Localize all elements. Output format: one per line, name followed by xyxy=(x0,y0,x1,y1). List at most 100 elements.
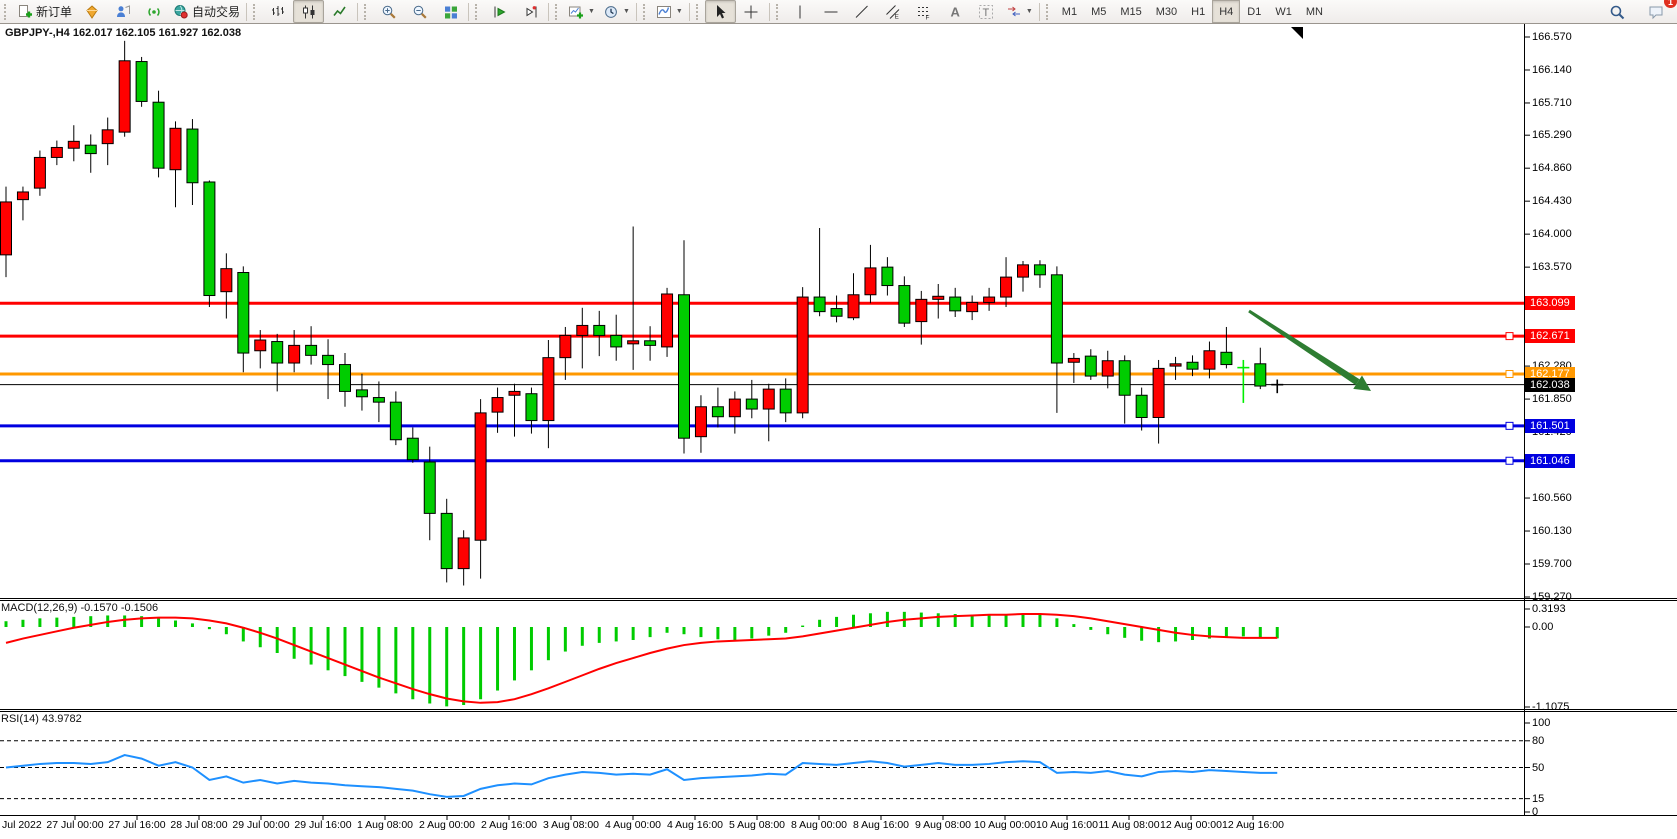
candle-body xyxy=(1169,363,1182,367)
dropdown-arrow-icon[interactable]: ▼ xyxy=(675,8,683,15)
notifications-button[interactable]: 1 xyxy=(1640,0,1677,23)
rsi-tick-label: 80 xyxy=(1532,734,1545,747)
signals-button[interactable] xyxy=(138,0,169,23)
candle-body xyxy=(1135,394,1148,418)
dropdown-arrow-icon[interactable]: ▼ xyxy=(588,8,595,15)
doc-plus-icon xyxy=(17,4,33,20)
candle-body xyxy=(983,296,996,303)
timeframe-h1-button[interactable]: H1 xyxy=(1191,5,1206,18)
candlestick-mode-button[interactable] xyxy=(293,0,325,23)
svg-text:E: E xyxy=(895,13,900,20)
time-tick-label: 3 Aug 08:00 xyxy=(542,819,600,831)
cursor-button[interactable] xyxy=(704,0,736,23)
time-tick-label: 8 Aug 16:00 xyxy=(852,819,910,831)
candle-body xyxy=(1050,274,1063,364)
price-tick-label: 166.140 xyxy=(1532,63,1572,76)
hline-handle[interactable] xyxy=(1505,332,1514,341)
rsi-tick-label: 100 xyxy=(1532,717,1551,729)
candle-body xyxy=(1067,357,1080,363)
time-tick-label: 12 Aug 00:00 xyxy=(1160,819,1222,831)
search-button[interactable] xyxy=(1601,0,1632,23)
time-tick-label: Jul 2022 xyxy=(2,819,42,831)
time-tick-label: 10 Aug 00:00 xyxy=(974,819,1036,831)
timeframe-d1-button[interactable]: D1 xyxy=(1247,5,1262,18)
time-tick-label: 2 Aug 00:00 xyxy=(418,819,476,831)
timeframe-m30-button[interactable]: M30 xyxy=(1155,5,1178,18)
bars-chart-icon xyxy=(270,4,286,20)
bar-chart-mode-button[interactable] xyxy=(262,0,293,23)
price-tick-label: 165.710 xyxy=(1532,96,1572,109)
hline-handle[interactable] xyxy=(1505,369,1514,378)
auto-scroll-button[interactable] xyxy=(484,0,515,23)
timeframe-m15-button[interactable]: M15 xyxy=(1120,5,1142,18)
candle-body xyxy=(813,296,826,313)
arrows-button[interactable]: ▼ xyxy=(1002,0,1037,23)
dropdown-arrow-icon[interactable]: ▼ xyxy=(622,8,630,15)
zoom-out-icon xyxy=(412,4,428,20)
toolbar-separator xyxy=(468,2,470,21)
timeframe-mn-button[interactable]: MN xyxy=(1305,5,1323,18)
toolbar-group-grip xyxy=(4,3,10,20)
price-axis[interactable]: 166.570 166.140 165.710 165.290 164.860 164.4… xyxy=(1524,23,1677,818)
time-tick-label: 1 Aug 08:00 xyxy=(356,819,414,831)
tile-windows-button[interactable] xyxy=(435,0,466,23)
candle-body xyxy=(559,334,572,359)
toolbar: 新订单 自动交易 ▼ ▼ ▼ E F A T ▼ M1 M5 M15 M30 H1 H4 D1 W1 MN 1 xyxy=(0,0,1677,24)
trendline-icon xyxy=(854,4,870,20)
trend-arrow-head[interactable] xyxy=(1353,375,1371,391)
time-tick-label: 4 Aug 16:00 xyxy=(666,819,724,831)
crosshair-button[interactable] xyxy=(736,0,767,23)
candle-body xyxy=(355,389,368,398)
price-tick-label: 159.700 xyxy=(1532,558,1572,570)
candle-body xyxy=(50,146,63,158)
auto-trading-button[interactable]: 自动交易 xyxy=(169,0,244,23)
price-badge-162.177: 162.177 xyxy=(1525,366,1575,381)
timeframe-h4-button[interactable]: H4 xyxy=(1212,0,1241,23)
candle-body xyxy=(1101,360,1114,377)
dropdown-arrow-icon[interactable]: ▼ xyxy=(1025,8,1033,15)
zoom-out-button[interactable] xyxy=(404,0,435,23)
line-chart-mode-button[interactable] xyxy=(324,0,355,23)
candle-body xyxy=(186,128,199,184)
toolbar-group-grip xyxy=(253,3,259,20)
candle-body xyxy=(644,340,657,346)
hline-handle[interactable] xyxy=(1505,421,1514,430)
fibonacci-button[interactable]: F xyxy=(909,0,940,23)
candle-body xyxy=(406,437,419,461)
zoom-in-button[interactable] xyxy=(373,0,404,23)
price-tick-label: 164.430 xyxy=(1532,195,1572,208)
new-chart-button[interactable]: ▼ xyxy=(564,0,599,23)
candle-body xyxy=(898,285,911,324)
text-button[interactable]: A xyxy=(940,0,971,23)
indicator-list-button[interactable]: ▼ xyxy=(652,0,687,23)
history-center-button[interactable] xyxy=(76,0,107,23)
new-order-button[interactable]: 新订单 xyxy=(13,0,76,23)
svg-text:T: T xyxy=(983,7,990,19)
new-order-label: 新订单 xyxy=(36,5,73,19)
channel-icon: E xyxy=(885,4,901,20)
vertical-line-button[interactable] xyxy=(785,0,816,23)
toolbar-separator xyxy=(548,2,550,21)
equidistant-channel-button[interactable]: E xyxy=(878,0,909,23)
terminal-button[interactable] xyxy=(107,0,138,23)
time-tick-label: 12 Aug 16:00 xyxy=(1222,819,1284,831)
horizontal-line-button[interactable] xyxy=(816,0,847,23)
price-badge-161.046: 161.046 xyxy=(1525,453,1575,468)
trend-arrow-annotation[interactable] xyxy=(1248,309,1360,386)
timeframe-w1-button[interactable]: W1 xyxy=(1275,5,1292,18)
chart-shift-button[interactable] xyxy=(515,0,546,23)
trendline-button[interactable] xyxy=(847,0,878,23)
periods-button[interactable]: ▼ xyxy=(599,0,634,23)
text-label-button[interactable]: T xyxy=(971,0,1002,23)
hline-handle[interactable] xyxy=(1505,456,1514,465)
candle-body xyxy=(1186,361,1199,370)
timeframe-m1-button[interactable]: M1 xyxy=(1061,5,1078,18)
auto-trading-label: 自动交易 xyxy=(192,5,241,19)
time-axis[interactable]: Jul 2022 27 Jul 00:00 27 Jul 16:00 28 Jul 0… xyxy=(0,815,1677,839)
candle-body xyxy=(864,267,877,296)
candle-body xyxy=(237,272,250,354)
timeframe-m5-button[interactable]: M5 xyxy=(1091,5,1107,18)
toolbar-group-grip xyxy=(364,3,370,20)
price-tick-label: 161.850 xyxy=(1532,393,1572,406)
